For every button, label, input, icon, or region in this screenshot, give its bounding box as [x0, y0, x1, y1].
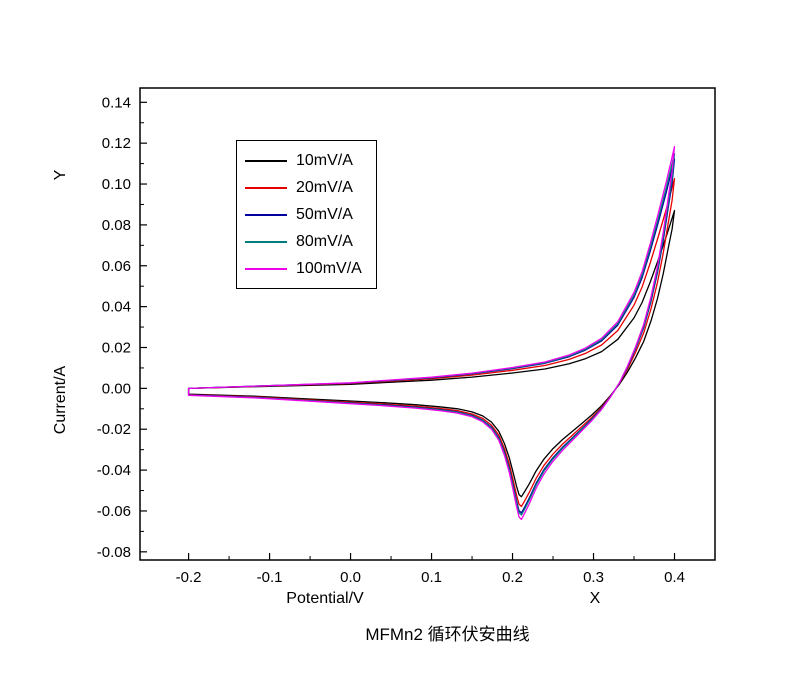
legend-item-label: 100mV/A: [296, 259, 362, 277]
legend-item: 50mV/A: [245, 201, 362, 228]
y-axis-label: Current/A: [52, 365, 69, 435]
y-tick-label: 0.14: [102, 94, 131, 111]
x-axis-label: Potential/V: [286, 590, 364, 607]
legend-item: 80mV/A: [245, 228, 362, 255]
y-extra-label: Y: [52, 169, 69, 181]
legend: 10mV/A 20mV/A 50mV/A 80mV/A 100mV/A: [236, 140, 377, 289]
legend-line-sample: [245, 267, 287, 270]
series-100mV/A: [187, 145, 676, 521]
y-tick-label: -0.08: [97, 544, 131, 561]
y-tick-label: 0.10: [102, 176, 131, 193]
legend-line-sample: [245, 240, 287, 243]
x-tick-label: -0.1: [257, 569, 283, 586]
y-tick-label: -0.06: [97, 503, 131, 520]
x-tick-label: 0.2: [502, 569, 523, 586]
legend-item: 10mV/A: [245, 147, 362, 174]
y-tick-label: 0.08: [102, 217, 131, 234]
x-tick-label: -0.2: [176, 569, 202, 586]
legend-item-label: 50mV/A: [296, 205, 353, 223]
axis-frame: [139, 87, 716, 561]
legend-line-sample: [245, 159, 287, 162]
y-tick-label: 0.06: [102, 258, 131, 275]
y-tick-label: 0.00: [102, 380, 131, 397]
legend-item: 100mV/A: [245, 255, 362, 282]
x-tick-label: 0.1: [421, 569, 442, 586]
legend-item-label: 80mV/A: [296, 232, 353, 250]
legend-line-sample: [245, 213, 287, 216]
y-tick-label: 0.04: [102, 299, 131, 316]
legend-item-label: 20mV/A: [296, 178, 353, 196]
x-tick-label: 0.4: [664, 569, 685, 586]
x-tick-label: 0.3: [583, 569, 604, 586]
x-extra-label: X: [589, 590, 601, 607]
y-tick-label: 0.02: [102, 339, 131, 356]
legend-item-label: 10mV/A: [296, 151, 353, 169]
y-tick-label: -0.04: [97, 462, 131, 479]
y-tick-label: 0.12: [102, 135, 131, 152]
legend-line-sample: [245, 186, 287, 189]
y-tick-label: -0.02: [97, 421, 131, 438]
chart-title: MFMn2 循环伏安曲线: [365, 625, 530, 644]
x-tick-label: 0.0: [340, 569, 361, 586]
legend-item: 20mV/A: [245, 174, 362, 201]
